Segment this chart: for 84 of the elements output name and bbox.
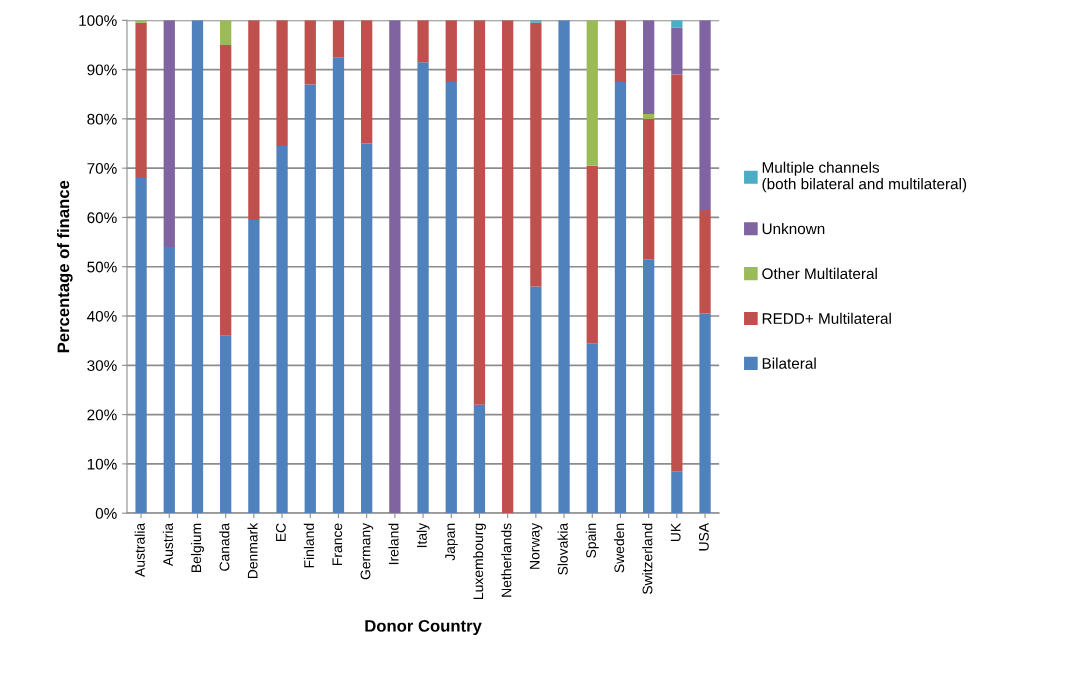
y-tick-label: 10% xyxy=(87,458,117,470)
bar xyxy=(558,20,570,514)
bar xyxy=(361,143,373,514)
x-tick-label: Canada xyxy=(219,522,230,571)
bar xyxy=(163,20,175,248)
bar xyxy=(671,74,683,472)
y-tick-label: 40% xyxy=(87,310,117,322)
bar xyxy=(361,20,373,144)
y-tick-label: 70% xyxy=(87,163,117,174)
bar xyxy=(304,20,316,85)
x-tick-label: Italy xyxy=(416,522,430,548)
bar xyxy=(586,20,598,166)
x-tick-label: Finland xyxy=(303,523,314,568)
bar xyxy=(220,335,232,514)
x-tick-label: Norway xyxy=(529,522,543,569)
y-tick-label: 20% xyxy=(87,409,117,421)
bar xyxy=(671,471,683,514)
bar xyxy=(191,20,204,514)
bar xyxy=(220,20,232,45)
bar xyxy=(445,20,457,82)
y-tick-label: 100% xyxy=(79,15,117,26)
y-axis-title: Percentage of finance xyxy=(57,180,73,353)
x-tick-label: Switzerland xyxy=(642,523,653,595)
x-tick-label: Austria xyxy=(162,522,173,567)
x-tick-label: Belgium xyxy=(191,523,204,572)
bar xyxy=(445,81,457,514)
y-tick-label: 90% xyxy=(87,64,117,76)
bar xyxy=(530,286,542,514)
x-tick-label: Germany xyxy=(360,522,374,580)
x-tick-label: Netherlands xyxy=(501,523,512,597)
x-tick-label: USA xyxy=(698,522,709,551)
x-axis-title: Donor Country xyxy=(365,619,482,636)
x-tick-label: Spain xyxy=(585,523,599,558)
legend-label: Other Multilateral xyxy=(762,267,877,280)
bar xyxy=(699,313,711,514)
bar xyxy=(643,118,655,260)
bar xyxy=(614,20,627,82)
bar xyxy=(586,343,598,514)
y-tick-label: 50% xyxy=(87,261,117,273)
bar xyxy=(248,219,260,514)
x-tick-label: Sweden xyxy=(613,523,625,573)
x-tick-label: Ireland xyxy=(388,523,399,565)
bar xyxy=(220,44,232,336)
bar xyxy=(332,57,345,514)
bar xyxy=(643,20,655,114)
legend-label: Bilateral xyxy=(762,357,816,369)
x-tick-label: Japan xyxy=(445,523,458,561)
bar xyxy=(671,20,683,28)
bar xyxy=(163,247,175,514)
x-tick-label: Denmark xyxy=(247,522,258,579)
y-tick-label: 80% xyxy=(87,113,117,125)
y-tick-label: 30% xyxy=(87,360,117,371)
bar xyxy=(248,20,260,220)
x-tick-label: UK xyxy=(670,523,681,542)
bar xyxy=(276,145,288,514)
bar xyxy=(473,404,486,514)
bar xyxy=(614,81,627,514)
bar xyxy=(586,165,598,344)
bar xyxy=(389,20,401,514)
y-tick-label: 60% xyxy=(87,212,117,224)
bar xyxy=(417,20,429,63)
bar xyxy=(643,113,655,119)
bar xyxy=(135,22,147,179)
bar xyxy=(276,20,288,146)
bar xyxy=(417,62,429,514)
bar xyxy=(699,20,711,211)
bar xyxy=(502,20,514,514)
bar xyxy=(135,178,147,514)
bar xyxy=(643,259,655,514)
bar xyxy=(332,20,345,58)
x-tick-label: EC xyxy=(275,523,286,542)
y-tick-label: 0% xyxy=(95,508,117,519)
legend-label: Multiple channels (both bilateral and multilateral) xyxy=(762,161,967,193)
legend-label: Unknown xyxy=(762,222,825,235)
x-tick-label: France xyxy=(332,523,343,565)
bar xyxy=(530,22,542,287)
bar xyxy=(473,20,486,405)
bar xyxy=(671,27,683,75)
x-tick-label: Luxembourg xyxy=(472,523,486,599)
x-tick-label: Australia xyxy=(134,522,145,577)
legend-label: REDD+ Multilateral xyxy=(762,312,891,324)
bar xyxy=(699,210,711,314)
bar xyxy=(304,84,316,514)
x-tick-label: Slovakia xyxy=(557,522,568,575)
